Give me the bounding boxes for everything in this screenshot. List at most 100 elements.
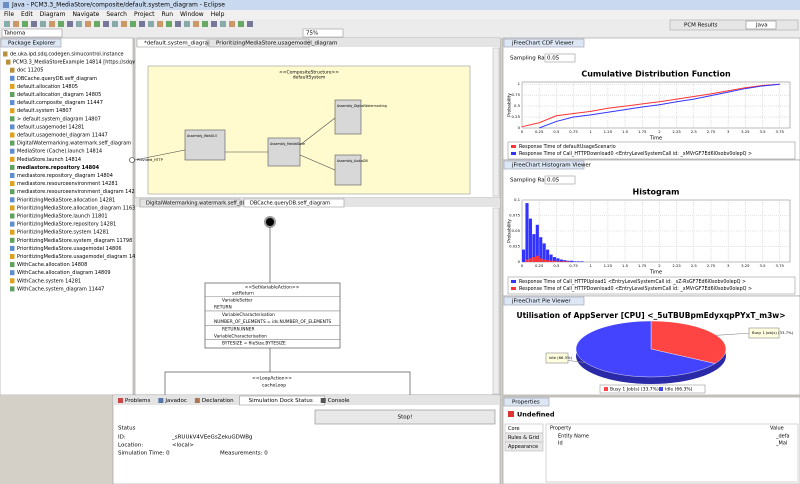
stop-label[interactable]: Stop! bbox=[398, 415, 413, 421]
bottom-tab[interactable]: Javadoc bbox=[164, 398, 187, 404]
y-axis-label: Probability bbox=[507, 93, 513, 117]
tree-icon bbox=[10, 148, 15, 154]
editor-tab-text[interactable]: *default.system_diagram bbox=[144, 41, 213, 47]
tree-item[interactable]: MediaStore.launch 14814 bbox=[17, 157, 81, 163]
menu-item[interactable]: Navigate bbox=[72, 11, 99, 18]
diagram-text: <<CompositeStructure>> bbox=[279, 70, 339, 76]
status-label: Location: bbox=[118, 443, 143, 449]
zoom-combo-text[interactable]: 75% bbox=[306, 31, 318, 37]
stop-button[interactable] bbox=[314, 409, 496, 425]
property-value: _defa bbox=[775, 434, 790, 440]
perspective-button[interactable]: Java bbox=[755, 23, 768, 29]
tree-item[interactable]: mediastore.resourceenvironment 14281 bbox=[17, 181, 118, 187]
x-tick-label: 1.75 bbox=[638, 263, 647, 268]
editor-tabs bbox=[135, 38, 500, 47]
tree-icon bbox=[10, 221, 15, 227]
tree-item[interactable]: PrioritizingMediaStore.launch 11801 bbox=[17, 214, 108, 220]
window-title: Java - PCM3.3_MediaStore/composite/defau… bbox=[11, 2, 225, 9]
tree-item[interactable]: PrioritizingMediaStore.repository 14281 bbox=[17, 222, 116, 228]
y-tick-label: 1 bbox=[518, 81, 521, 86]
connector bbox=[134, 149, 186, 161]
tree-item[interactable]: MediaStore (Cache).launch 14814 bbox=[17, 149, 102, 155]
tree-item[interactable]: default.allocation 14805 bbox=[17, 84, 78, 90]
tree-icon bbox=[10, 245, 15, 251]
scrollbar bbox=[492, 47, 500, 197]
editor-tab bbox=[243, 198, 345, 208]
tree-item[interactable]: WithCache.allocation 14808 bbox=[17, 262, 87, 268]
menu-item[interactable]: Window bbox=[180, 11, 204, 18]
field-label: Sampling Rate bbox=[510, 56, 551, 62]
legend-entry: Busy 1 Job(s) (33.7%) bbox=[610, 387, 659, 393]
tree-item[interactable]: mediastore.repository_diagram 14804 bbox=[17, 173, 113, 179]
tree-icon bbox=[10, 254, 15, 259]
tree-item[interactable]: default.usagemodel_diagram 11447 bbox=[17, 133, 108, 139]
tree-icon bbox=[10, 67, 15, 73]
bottom-tab[interactable]: Declaration bbox=[202, 398, 234, 404]
tree-item[interactable]: PrioritizingMediaStore.system_diagram 11… bbox=[17, 238, 132, 244]
y-tick-label: 0.5 bbox=[514, 103, 521, 108]
field-value: 0.05 bbox=[547, 178, 560, 184]
toolbar-icon bbox=[148, 21, 154, 27]
tree-item[interactable]: DigitalWatermarking.watermark.seff_diagr… bbox=[17, 141, 131, 147]
tree-icon bbox=[10, 164, 15, 170]
legend-entry: Response Time of Call_HTTPDownload0 <Ent… bbox=[519, 151, 752, 157]
pie-label-box bbox=[545, 352, 569, 364]
bottom-tab[interactable]: Console bbox=[328, 398, 350, 404]
editor-tab-text[interactable]: DBCache.queryDB.seff_diagram bbox=[250, 201, 330, 207]
toolbar-icon bbox=[103, 21, 109, 27]
editor-tab-text[interactable]: DigitalWatermarking.watermark.seff_diagr… bbox=[146, 201, 260, 207]
histogram-bar bbox=[552, 257, 557, 262]
tree-item[interactable]: mediastore.resourceenvironment_diagram 1… bbox=[17, 189, 141, 195]
tab-icon bbox=[194, 398, 200, 403]
menu-item[interactable]: Diagram bbox=[40, 11, 66, 18]
editor-tab-text[interactable]: PrioritizingMediaStore.usagemodel_diagra… bbox=[216, 41, 337, 47]
histogram-bar bbox=[546, 260, 550, 262]
property-tab bbox=[504, 441, 544, 452]
text-field bbox=[544, 175, 576, 185]
perspective-button[interactable]: PCM Results bbox=[684, 23, 718, 29]
toolbar bbox=[0, 19, 800, 38]
menu-item[interactable]: Run bbox=[162, 11, 174, 18]
bottom-tab[interactable]: Problems bbox=[125, 398, 150, 404]
tree-item[interactable]: WithCache.allocation_diagram 14809 bbox=[17, 270, 111, 276]
tree-item[interactable]: PrioritizingMediaStore.system 14281 bbox=[17, 230, 109, 236]
tree-item[interactable]: DBCache.queryDB.seff_diagram bbox=[17, 76, 97, 82]
tree-item[interactable]: mediastore.repository 14804 bbox=[17, 165, 100, 171]
action-row: NUMBER_OF_ELEMENTS = ids.NUMBER_OF_ELEME… bbox=[214, 319, 331, 325]
tree-item[interactable]: doc 11205 bbox=[17, 68, 43, 74]
font-combo-text[interactable]: Tahoma bbox=[3, 31, 25, 37]
tree-item[interactable]: PrioritizingMediaStore.usagemodel_diagra… bbox=[17, 254, 145, 260]
tree-item[interactable]: default.system 14807 bbox=[17, 108, 72, 114]
menu-item[interactable]: Help bbox=[211, 11, 225, 18]
loop-name: cacheLoop bbox=[262, 383, 286, 389]
tree-item[interactable]: > default.system_diagram 14807 bbox=[17, 116, 101, 122]
menu-item[interactable]: File bbox=[4, 11, 14, 18]
tree-item[interactable]: PrioritizingMediaStore.allocation 14281 bbox=[17, 197, 115, 203]
tree-item[interactable]: default.allocation_diagram 14805 bbox=[17, 92, 101, 98]
tree-item[interactable]: WithCache.system_diagram 11447 bbox=[17, 286, 104, 292]
view-tab bbox=[503, 38, 585, 48]
x-tick-label: 3 bbox=[727, 129, 730, 134]
tree-item[interactable]: PrioritizingMediaStore.allocation_diagra… bbox=[17, 205, 138, 211]
toolbar-icon bbox=[211, 21, 217, 27]
action-name: setReturn bbox=[232, 291, 254, 297]
menu-item[interactable]: Search bbox=[106, 11, 127, 18]
legend-entry: Response Time of defaultUsageScenario bbox=[519, 144, 616, 150]
tree-item[interactable]: PrioritizingMediaStore.usagemodel 14806 bbox=[17, 246, 122, 252]
tree-item[interactable]: WithCache.system 14281 bbox=[17, 278, 81, 284]
tree-item[interactable]: default.composite_diagram 11447 bbox=[17, 100, 103, 106]
tree-item[interactable]: PCM3.3_MediaStoreExample 14814 [https://… bbox=[13, 60, 142, 66]
property-tab-text[interactable]: Core bbox=[508, 426, 520, 432]
tree-icon bbox=[6, 59, 11, 65]
menu-item[interactable]: Edit bbox=[21, 11, 33, 18]
tree-item[interactable]: de.uka.ipd.sdq.codegen.simucontrol.insta… bbox=[10, 52, 124, 58]
property-tab-text[interactable]: Rules & Grid bbox=[508, 435, 539, 441]
view-title: Properties bbox=[512, 400, 540, 406]
histogram-bar bbox=[542, 259, 546, 262]
y-tick-label: 0 bbox=[518, 259, 521, 264]
bottom-tab[interactable]: Simulation Dock Status bbox=[249, 398, 313, 404]
menu-item[interactable]: Project bbox=[134, 11, 155, 18]
tree-item[interactable]: default.usagemodel 14281 bbox=[17, 124, 84, 130]
toolbar-icon bbox=[121, 21, 127, 27]
property-tab-text[interactable]: Appearance bbox=[508, 444, 538, 450]
